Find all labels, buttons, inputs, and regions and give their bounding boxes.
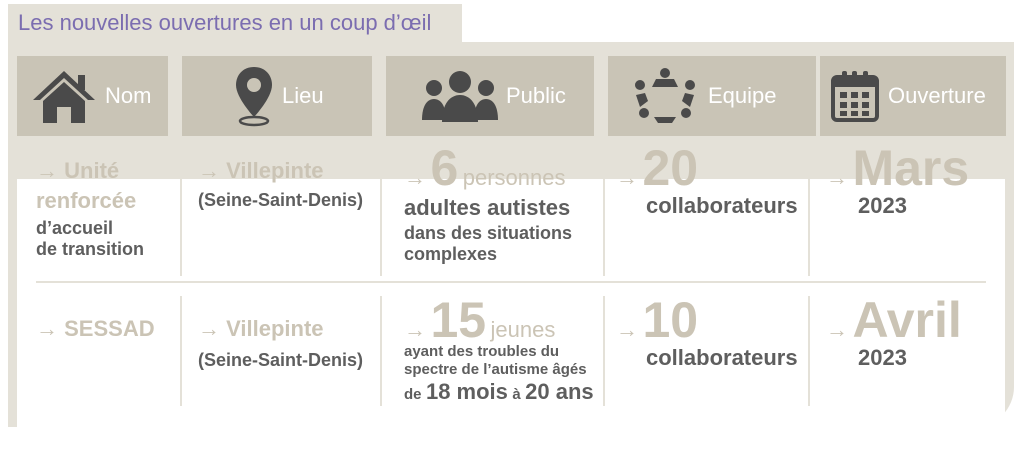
arrow: →	[404, 317, 426, 342]
row1-nom: → Unité renforcée d’accueil de transitio…	[36, 158, 176, 260]
column-divider	[808, 146, 810, 276]
lieu-city: Villepinte	[226, 158, 324, 183]
row1-public: → 6 personnes adultes autistes dans des …	[404, 143, 604, 265]
arrow: →	[616, 165, 638, 190]
arrow: →	[404, 165, 426, 190]
row2-lieu: → Villepinte (Seine-Saint-Denis)	[198, 316, 378, 371]
arrow: →	[198, 158, 220, 183]
header-lieu: Lieu	[182, 56, 372, 136]
public-a: à	[512, 386, 521, 403]
lieu-dept: (Seine-Saint-Denis)	[198, 190, 364, 210]
public-line: spectre de l’autisme âgés	[404, 361, 587, 378]
row-divider	[36, 281, 986, 283]
arrow: →	[36, 316, 58, 341]
arrow: →	[826, 165, 848, 190]
nom-line: SESSAD	[64, 316, 155, 341]
ouverture-month: Mars	[852, 140, 970, 196]
calendar-icon	[830, 69, 880, 123]
row1-equipe: → 20 collaborateurs	[616, 143, 806, 219]
column-divider	[380, 296, 382, 406]
header-equipe: Equipe	[608, 56, 816, 136]
row1-lieu: → Villepinte (Seine-Saint-Denis)	[198, 158, 378, 211]
ouverture-year: 2023	[858, 193, 907, 218]
arrow: →	[198, 316, 220, 341]
header-label: Public	[506, 83, 566, 108]
column-divider	[603, 296, 605, 406]
header-label: Ouverture	[888, 83, 986, 108]
header-public: Public	[386, 56, 594, 136]
public-number: 15	[430, 292, 487, 348]
row2-equipe: → 10 collaborateurs	[616, 295, 806, 371]
equipe-label: collaborateurs	[646, 345, 798, 370]
arrow: →	[36, 158, 58, 183]
row2-nom: → SESSAD	[36, 316, 176, 342]
nom-line: d’accueil	[36, 218, 114, 238]
people-icon	[422, 70, 498, 122]
public-number: 6	[430, 140, 459, 196]
public-age: 18 mois	[425, 379, 508, 404]
nom-line: de transition	[36, 239, 145, 259]
public-unit: jeunes	[490, 317, 556, 342]
header-label: Lieu	[282, 83, 324, 108]
arrow: →	[616, 317, 638, 342]
map-pin-icon	[234, 65, 274, 127]
header-label: Nom	[105, 83, 152, 108]
header-label: Equipe	[708, 83, 777, 108]
header-nom: Nom	[17, 56, 168, 136]
public-de: de	[404, 386, 422, 403]
lieu-dept: (Seine-Saint-Denis)	[198, 350, 364, 370]
public-line: complexes	[404, 244, 498, 264]
column-divider	[603, 146, 605, 276]
nom-line: renforcée	[36, 188, 137, 213]
header-ouverture: Ouverture	[820, 56, 1006, 136]
column-divider	[808, 296, 810, 406]
ouverture-month: Avril	[852, 292, 962, 348]
row2-public: → 15 jeunes ayant des troubles du spectr…	[404, 295, 604, 405]
page-title: Les nouvelles ouvertures en un coup d’œi…	[8, 4, 462, 42]
equipe-number: 20	[642, 140, 699, 196]
public-line: ayant des troubles du	[404, 343, 560, 360]
ouverture-year: 2023	[858, 345, 907, 370]
row1-ouverture: → Mars 2023	[826, 143, 1006, 219]
equipe-number: 10	[642, 292, 699, 348]
column-divider	[180, 146, 182, 276]
nom-line: Unité	[64, 158, 120, 183]
column-divider	[380, 146, 382, 276]
equipe-label: collaborateurs	[646, 193, 798, 218]
arrow: →	[826, 317, 848, 342]
public-line: dans des situations	[404, 223, 573, 243]
row2-ouverture: → Avril 2023	[826, 295, 1006, 371]
public-age: 20 ans	[525, 379, 594, 404]
team-circle-icon	[630, 67, 700, 125]
column-divider	[180, 296, 182, 406]
public-line: adultes autistes	[404, 195, 571, 220]
house-icon	[31, 67, 97, 125]
lieu-city: Villepinte	[226, 316, 324, 341]
public-unit: personnes	[462, 165, 566, 190]
